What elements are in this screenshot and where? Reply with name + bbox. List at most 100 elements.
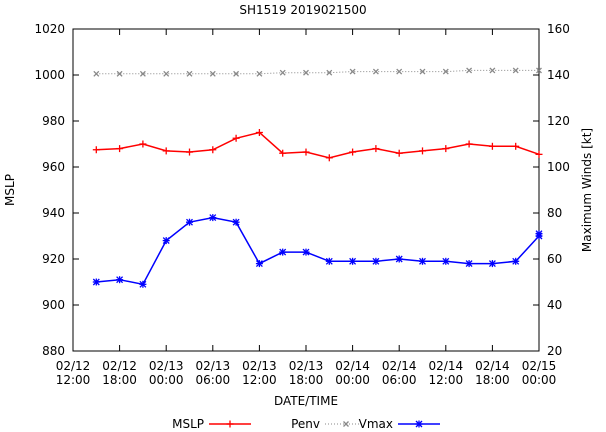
series-line-penv: [96, 69, 539, 75]
series-point-mslp: [419, 147, 426, 155]
series-point-mslp: [465, 140, 473, 148]
left-tick-label: 920: [42, 252, 65, 266]
series-point-vmax: [186, 218, 193, 226]
series-point-penv: [396, 68, 403, 75]
chart-title: SH1519 2019021500: [239, 3, 366, 17]
series-point-mslp: [92, 146, 100, 154]
left-tick-label: 1020: [34, 22, 65, 36]
series-point-penv: [186, 70, 193, 77]
y-axis-label: MSLP: [3, 174, 17, 206]
series-line-mslp: [96, 131, 540, 159]
series-point-penv: [349, 68, 356, 75]
series-point-penv: [93, 70, 100, 77]
x-tick-label-time: 18:00: [289, 373, 324, 387]
x-tick-label-date: 02/14: [335, 359, 370, 373]
right-axis: 20 40 60 80 100 120 140 160: [547, 22, 570, 358]
series-point-penv: [419, 68, 426, 75]
x-tick-label-time: 06:00: [382, 373, 417, 387]
series-point-mslp: [116, 145, 124, 153]
series-point-penv: [372, 68, 379, 75]
series-point-mslp: [512, 142, 520, 150]
legend: MSLP Penv Vmax: [172, 417, 440, 431]
series-point-mslp: [372, 145, 380, 153]
legend-label-mslp: MSLP: [172, 417, 204, 431]
series-point-penv: [489, 67, 496, 74]
left-tick-label: 960: [42, 160, 65, 174]
series-point-vmax: [512, 257, 520, 265]
x-tick-label-time: 12:00: [56, 373, 91, 387]
series-point-penv: [163, 70, 170, 77]
plot-frame: [72, 28, 540, 352]
left-tick-label: 940: [42, 206, 65, 220]
series-point-vmax: [139, 280, 147, 288]
series-point-penv: [466, 67, 473, 74]
series-layer: [92, 67, 543, 288]
series-point-mslp: [186, 148, 193, 156]
left-tick-label: 1000: [34, 68, 65, 82]
series-point-penv: [536, 67, 542, 74]
series-point-penv: [209, 70, 216, 77]
series-point-mslp: [488, 142, 496, 150]
legend-label-penv: Penv: [291, 417, 320, 431]
right-tick-label: 160: [547, 22, 570, 36]
legend-label-vmax: Vmax: [359, 417, 393, 431]
x-tick-label-date: 02/14: [382, 359, 417, 373]
series-point-mslp: [535, 150, 543, 158]
series-point-penv: [116, 70, 123, 77]
series-point-vmax: [325, 257, 333, 265]
right-tick-label: 40: [547, 298, 562, 312]
series-point-vmax: [488, 260, 496, 268]
series-point-vmax: [535, 230, 543, 238]
series-point-penv: [279, 69, 286, 76]
x-tick-label-time: 18:00: [102, 373, 137, 387]
series-point-vmax: [116, 276, 124, 284]
series-point-vmax: [92, 278, 100, 286]
x-tick-label-date: 02/14: [475, 359, 510, 373]
x-tick-label-date: 02/12: [56, 359, 91, 373]
series-point-penv: [139, 70, 146, 77]
x-tick-label-date: 02/13: [149, 359, 184, 373]
x-tick-label-time: 12:00: [242, 373, 277, 387]
right-tick-label: 140: [547, 68, 570, 82]
x-axis: 02/1212:0002/1218:0002/1300:0002/1306:00…: [56, 29, 557, 387]
series-point-penv: [442, 68, 449, 75]
series-point-penv: [233, 70, 240, 77]
legend-marker-penv: [343, 421, 349, 427]
series-point-penv: [256, 70, 263, 77]
series-point-penv: [326, 69, 333, 76]
right-tick-label: 20: [547, 344, 562, 358]
x-tick-label-time: 00:00: [149, 373, 184, 387]
series-point-mslp: [279, 149, 287, 157]
series-point-vmax: [302, 248, 310, 256]
y2-axis-label: Maximum Winds [kt]: [580, 128, 594, 252]
series-point-mslp: [209, 146, 217, 154]
series-point-mslp: [255, 129, 263, 136]
x-tick-label-date: 02/13: [289, 359, 324, 373]
x-axis-label: DATE/TIME: [274, 394, 338, 408]
series-point-vmax: [255, 260, 263, 268]
series-point-vmax: [395, 255, 403, 263]
right-tick-label: 120: [547, 114, 570, 128]
right-tick-label: 80: [547, 206, 562, 220]
series-point-mslp: [162, 147, 170, 155]
x-tick-label-date: 02/12: [102, 359, 137, 373]
x-tick-label-time: 00:00: [335, 373, 370, 387]
x-tick-label-time: 12:00: [429, 373, 464, 387]
series-point-vmax: [349, 257, 357, 265]
series-point-mslp: [302, 148, 310, 156]
series-point-vmax: [232, 218, 240, 226]
series-point-mslp: [442, 145, 450, 153]
series-point-mslp: [349, 148, 357, 156]
series-point-vmax: [162, 237, 170, 245]
left-tick-label: 900: [42, 298, 65, 312]
right-tick-label: 60: [547, 252, 562, 266]
x-tick-label-date: 02/15: [522, 359, 557, 373]
legend-marker-mslp: [226, 420, 234, 428]
x-tick-label-time: 06:00: [196, 373, 231, 387]
right-tick-label: 100: [547, 160, 570, 174]
series-point-mslp: [395, 149, 403, 157]
series-point-penv: [303, 69, 309, 76]
series-point-vmax: [442, 257, 450, 265]
series-point-mslp: [325, 154, 333, 162]
